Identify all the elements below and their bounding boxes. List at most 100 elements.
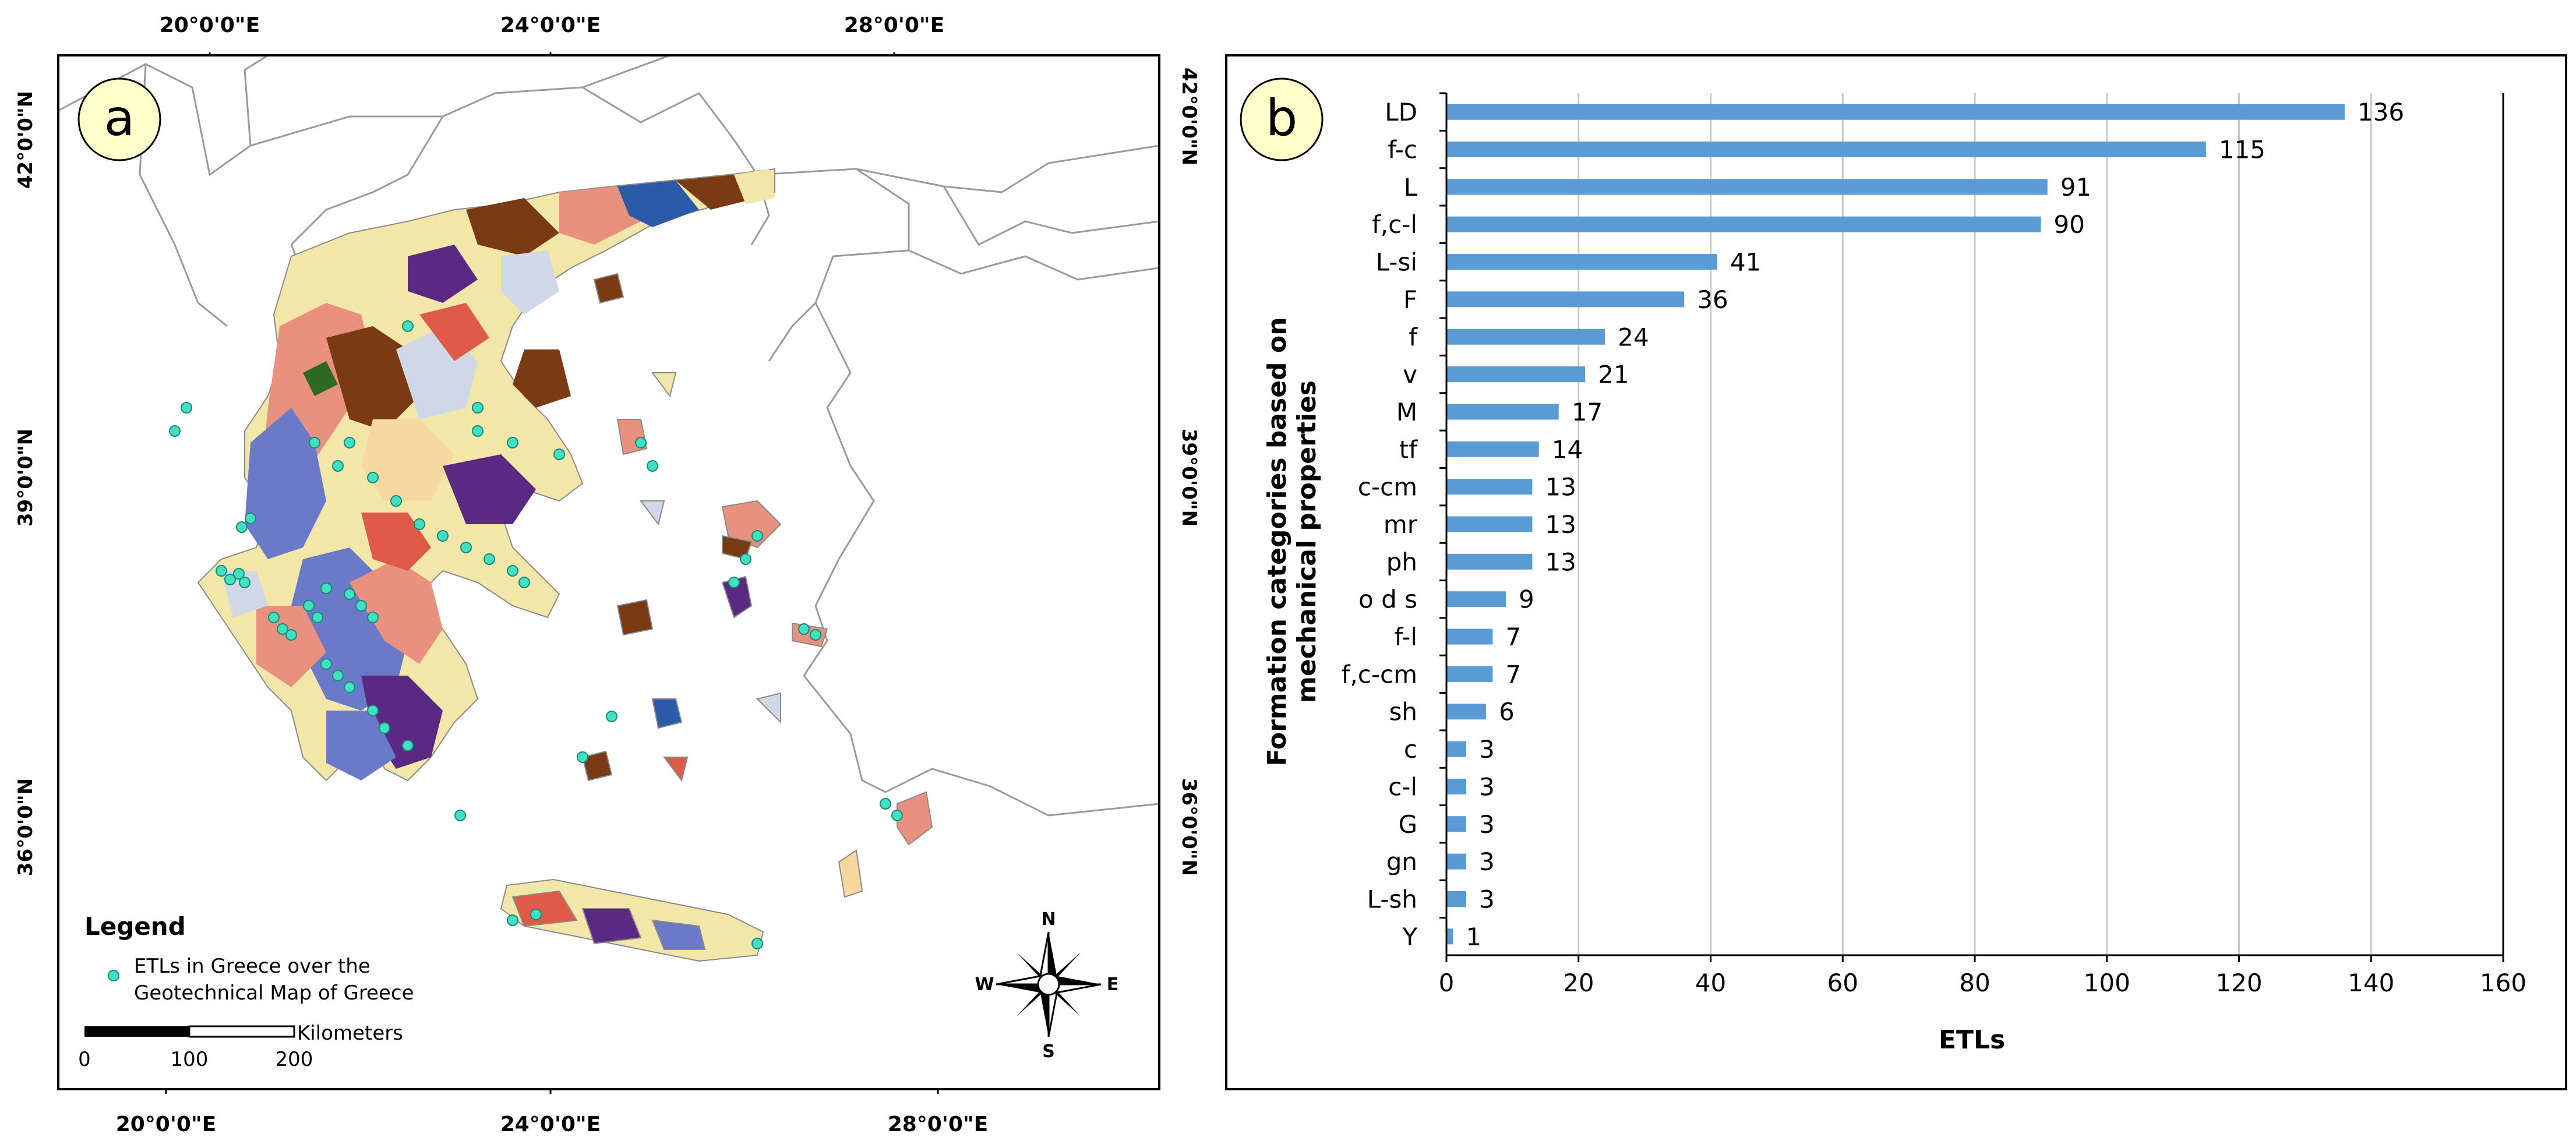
map-legend: Legend ETLs in Greece over the Geotechni… [84,912,414,1005]
y-category-label: F [1403,285,1417,314]
legend-title: Legend [84,912,186,941]
map-left-tick: 39°0'0"N [14,429,37,527]
compass-rose: N S E W [975,909,1118,1062]
map-bottom-tick: 24°0'0"E [500,1112,601,1136]
bar [1446,704,1487,720]
bar [1446,553,1533,570]
bar [1446,928,1453,945]
chart-panel: b Formation categories based on mechanic… [1225,54,2567,1090]
data-label: 13 [1545,510,1576,539]
greece-mainland [197,168,775,782]
panel-b-letter: b [1266,89,1298,147]
map-right-tick: 36°0'0"N [1177,778,1201,876]
panel-a-letter: a [104,89,135,147]
data-label: 136 [2358,98,2404,126]
bar [1446,142,2206,158]
bar [1446,291,1685,308]
y-category-label: L [1404,173,1418,202]
bar [1446,591,1506,607]
bar [1446,778,1467,794]
bar [1446,741,1467,757]
bar [1446,179,2048,195]
y-category-label: L-sh [1367,885,1417,913]
y-category-label: f-c [1388,136,1417,164]
country-borders [59,56,1158,817]
legend-entry-line2: Geotechnical Map of Greece [134,981,414,1005]
y-category-label: c [1404,735,1417,764]
compass-e: E [1107,974,1119,995]
bars [1446,104,2345,945]
bar [1446,891,1467,907]
x-tick-label: 0 [1439,969,1455,997]
map-panel: 20°0'0"E 24°0'0"E 28°0'0"E 20°0'0"E 24°0… [14,13,1201,1136]
x-tick-label: 80 [1959,969,1990,997]
scale-tick: 200 [276,1048,313,1071]
y-category-label: ph [1386,547,1417,576]
y-category-label: o d s [1358,585,1417,614]
y-category-label: gn [1386,847,1417,876]
data-label: 115 [2219,136,2266,164]
data-label: 13 [1545,547,1576,576]
y-category-label: f,c-l [1372,210,1417,239]
map-top-tick: 20°0'0"E [160,13,260,37]
y-axis-title-line2: mechanical properties [1292,380,1322,703]
map-right-tick: 42°0'0"N [1177,68,1201,165]
x-tick-label: 20 [1563,969,1594,997]
bar [1446,104,2345,120]
legend-marker [108,970,119,981]
x-tick-label: 40 [1695,969,1726,997]
y-category-label: G [1398,810,1417,839]
data-label: 21 [1598,361,1629,389]
x-axis-title: ETLs [1939,1025,2005,1055]
bar [1446,216,2041,232]
map-bottom-tick: 28°0'0"E [888,1112,989,1136]
bar [1446,816,1467,832]
bar [1446,628,1493,645]
x-tick-labels: 0 20 40 60 80 100 120 140 160 [1439,969,2526,997]
data-label: 3 [1479,772,1495,801]
y-category-label: mr [1384,510,1418,539]
data-label: 7 [1505,660,1521,688]
y-category-label: v [1403,361,1417,389]
y-category-label: c-l [1388,772,1417,801]
y-category-label: LD [1385,98,1417,126]
map-left-tick: 42°0'0"N [14,91,37,189]
data-label: 24 [1618,323,1649,351]
data-label: 13 [1545,473,1576,501]
data-label: 91 [2060,173,2091,202]
compass-n: N [1041,909,1056,930]
data-label: 90 [2053,210,2084,239]
bar [1446,366,1586,383]
y-category-label: Y [1402,923,1417,951]
bar [1446,516,1533,532]
map-content: a Legend ETLs in Greece over the Geotech… [59,56,1158,1071]
data-label: 14 [1552,435,1583,464]
panel-a-label: a [77,77,161,161]
islands [500,273,933,962]
y-category-label: sh [1389,698,1417,726]
bar [1446,666,1493,682]
map-bottom-tick: 20°0'0"E [116,1112,217,1136]
data-label: 36 [1697,285,1728,314]
compass-w: W [975,974,994,995]
compass-s: S [1042,1041,1055,1062]
y-category-label: c-cm [1358,473,1417,501]
y-axis-title-line1: Formation categories based on [1262,317,1292,766]
map-left-tick: 36°0'0"N [14,778,37,876]
data-label: 7 [1505,623,1521,651]
y-category-label: f [1409,323,1418,351]
scale-bar: Kilometers 0 100 200 [78,1022,403,1071]
data-label: 6 [1499,698,1515,726]
data-label: 3 [1479,810,1495,839]
map-top-tick: 28°0'0"E [844,13,945,37]
y-category-label: f,c-cm [1342,660,1417,688]
data-label: 9 [1519,585,1534,614]
x-tick-label: 60 [1827,969,1858,997]
data-label: 3 [1479,847,1495,876]
data-label: 1 [1466,923,1481,951]
panel-b-label: b [1240,77,1324,161]
bar [1446,254,1717,270]
legend-entry-line1: ETLs in Greece over the [134,955,370,978]
